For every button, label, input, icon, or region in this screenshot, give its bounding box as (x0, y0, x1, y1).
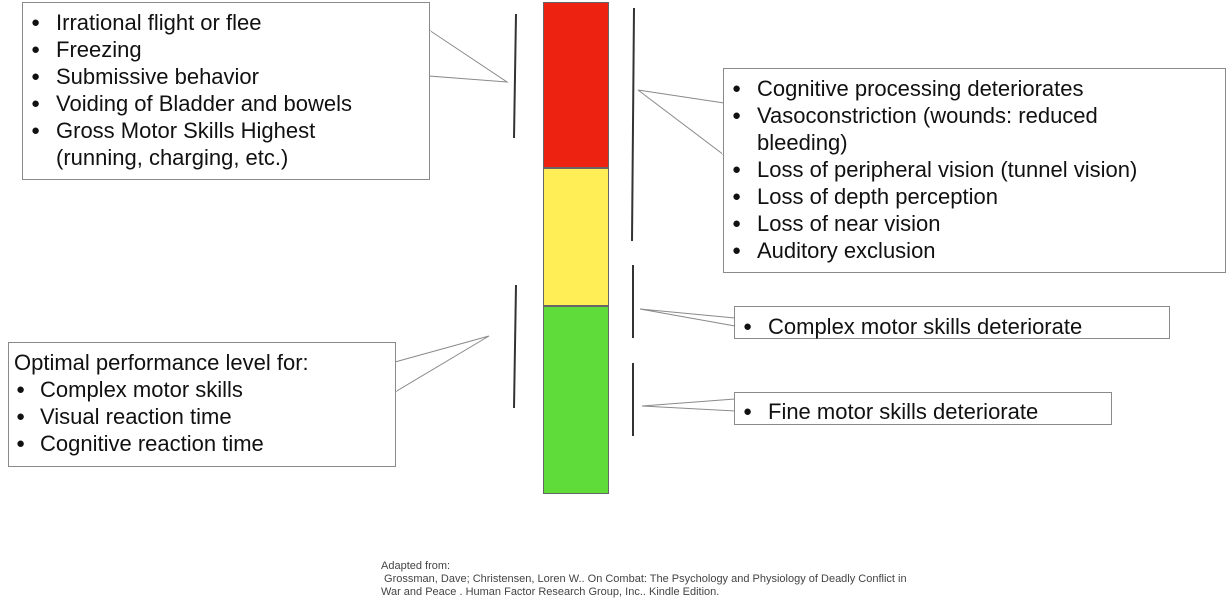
list-item: Loss of peripheral vision (tunnel vision… (726, 156, 1225, 183)
list-item: Visual reaction time (14, 403, 395, 430)
callout-green-zone-left: Optimal performance level for: Complex m… (8, 342, 396, 467)
callout-green-zone-right: Fine motor skills deteriorate (734, 392, 1112, 425)
list-item: Freezing (25, 36, 429, 63)
citation-line: Grossman, Dave; Christensen, Loren W.. O… (381, 573, 907, 585)
callout-tail-red-right (637, 89, 725, 157)
bracket-line-green-left (513, 284, 517, 409)
callout-tail-green-left (394, 335, 490, 393)
list-item: Loss of depth perception (726, 183, 1225, 210)
callout-red-zone-right: Cognitive processing deteriorates Vasoco… (723, 68, 1226, 273)
callout-tail-red-left (428, 29, 509, 83)
callout-heading: Optimal performance level for: (14, 350, 309, 375)
bullet-list: Complex motor skills Visual reaction tim… (14, 376, 395, 457)
callout-tail-green-right (641, 398, 736, 412)
bar-segment-green (543, 306, 609, 494)
citation-line: War and Peace . Human Factor Research Gr… (381, 586, 720, 598)
list-item: Vasoconstriction (wounds: reduced (726, 102, 1225, 129)
callout-red-zone-left: Irrational flight or flee Freezing Submi… (22, 2, 430, 180)
list-item: Fine motor skills deteriorate (737, 398, 1111, 425)
bar-segment-yellow (543, 168, 609, 306)
bullet-list: Irrational flight or flee Freezing Submi… (25, 9, 429, 171)
list-item-continuation: bleeding) (757, 130, 848, 155)
list-item: Complex motor skills deteriorate (737, 313, 1169, 340)
list-item: Cognitive reaction time (14, 430, 395, 457)
list-item: Irrational flight or flee (25, 9, 429, 36)
bullet-list: Complex motor skills deteriorate (737, 313, 1169, 340)
list-item: Submissive behavior (25, 63, 429, 90)
bullet-list: Cognitive processing deteriorates Vasoco… (726, 75, 1225, 264)
list-item: Voiding of Bladder and bowels (25, 90, 429, 117)
list-item: Gross Motor Skills Highest (25, 117, 429, 144)
callout-tail-yellow-right (639, 308, 736, 327)
bullet-list: Fine motor skills deteriorate (737, 398, 1111, 425)
list-item: Cognitive processing deteriorates (726, 75, 1225, 102)
citation-line: Adapted from: (381, 560, 451, 572)
list-item-continuation: (running, charging, etc.) (56, 145, 289, 170)
list-item: Auditory exclusion (726, 237, 1225, 264)
bar-segment-red (543, 2, 609, 168)
list-item: Complex motor skills (14, 376, 395, 403)
bracket-line-red-right (631, 7, 635, 242)
citation: Adapted from: Grossman, Dave; Christense… (381, 560, 941, 599)
list-item: Loss of near vision (726, 210, 1225, 237)
bracket-line-red-left (513, 13, 517, 139)
callout-yellow-zone-right: Complex motor skills deteriorate (734, 306, 1170, 340)
